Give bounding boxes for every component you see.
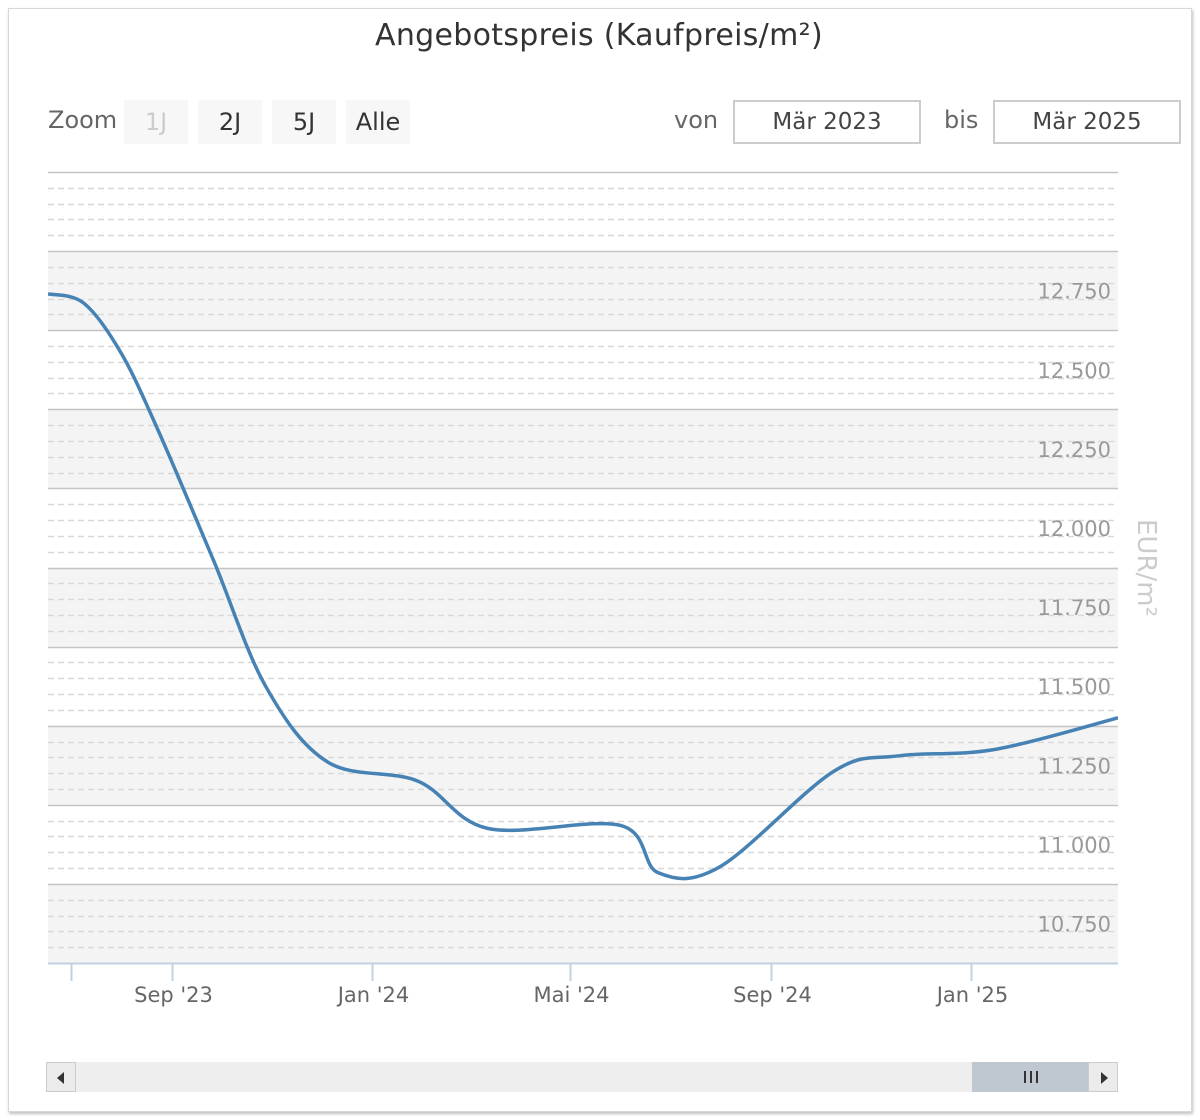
y-tick-label: 12.500: [1038, 359, 1111, 383]
triangle-left-icon: [57, 1072, 64, 1084]
y-axis-labels: 10.750 11.000 11.250 11.500 11.750 12.000 12.2…: [1038, 280, 1111, 937]
scroll-right-button[interactable]: [1088, 1062, 1118, 1092]
y-tick-label: 10.750: [1038, 912, 1111, 936]
x-axis: Sep '23 Jan '24 Mai '24 Sep '24 Jan '25: [48, 962, 1118, 1007]
y-tick-label: 12.250: [1038, 438, 1111, 462]
y-tick-label: 11.500: [1038, 675, 1111, 699]
zoom-button-2j[interactable]: 2J: [198, 100, 262, 144]
range-from-input[interactable]: [733, 100, 921, 144]
grip-icon: [1024, 1071, 1038, 1083]
plot-band: [48, 725, 1118, 805]
navigator-scrollbar[interactable]: [46, 1062, 1118, 1092]
series-line: [48, 292, 1118, 881]
x-tick-label: Sep '24: [733, 983, 812, 1007]
y-axis-title: EUR/m²: [1131, 519, 1161, 617]
x-tick-label: Mai '24: [534, 983, 610, 1007]
y-tick-label: 12.000: [1038, 517, 1111, 541]
plot-band: [48, 567, 1118, 647]
zoom-label: Zoom: [48, 106, 118, 134]
x-tick-label: Jan '25: [935, 983, 1009, 1007]
zoom-button-1j[interactable]: 1J: [124, 100, 188, 144]
x-tick-label: Jan '24: [336, 983, 410, 1007]
series-group: [48, 292, 1118, 881]
plot-band: [48, 251, 1118, 331]
range-from-label: von: [674, 106, 719, 134]
range-to-input[interactable]: [993, 100, 1181, 144]
minor-gridlines: [48, 187, 1118, 949]
y-tick-label: 12.750: [1038, 280, 1111, 304]
range-to-label: bis: [944, 106, 979, 134]
chart-plot: 10.750 11.000 11.250 11.500 11.750 12.000 12.2…: [48, 171, 1161, 1007]
y-tick-label: 11.250: [1038, 754, 1111, 778]
y-tick-label: 11.000: [1038, 833, 1111, 857]
zoom-button-alle[interactable]: Alle: [346, 100, 410, 144]
scrollbar-thumb[interactable]: [972, 1062, 1090, 1092]
plot-band: [48, 409, 1118, 489]
chart-title: Angebotspreis (Kaufpreis/m²): [375, 18, 823, 53]
plot-bands: [48, 251, 1118, 963]
x-tick-label: Sep '23: [134, 983, 213, 1007]
zoom-button-5j[interactable]: 5J: [272, 100, 336, 144]
triangle-right-icon: [1101, 1072, 1108, 1084]
plot-band: [48, 883, 1118, 963]
scroll-left-button[interactable]: [46, 1062, 76, 1092]
y-tick-label: 11.750: [1038, 596, 1111, 620]
